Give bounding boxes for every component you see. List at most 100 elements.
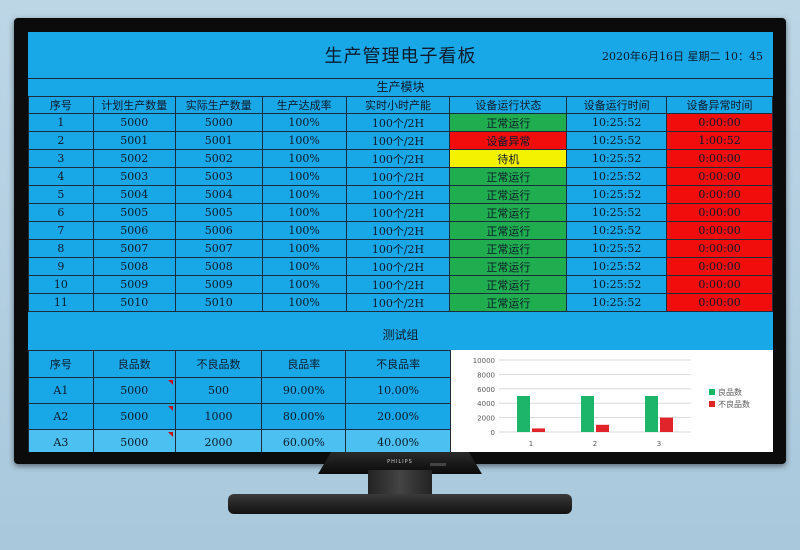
actual-quantity-cell: 5001 bbox=[174, 131, 263, 150]
planned-quantity-cell: 5007 bbox=[92, 239, 176, 258]
test-col-header: 序号 bbox=[28, 350, 94, 378]
legend-label: 良品数 bbox=[718, 387, 742, 397]
achievement-rate-cell: 100% bbox=[261, 185, 347, 204]
row-number-cell: 2 bbox=[28, 131, 94, 150]
hourly-capacity-cell: 100个/2H bbox=[345, 221, 451, 240]
production-col-header: 设备运行状态 bbox=[449, 96, 568, 114]
production-col-header: 实际生产数量 bbox=[174, 96, 263, 114]
legend-swatch bbox=[709, 401, 715, 407]
run-time-cell: 10:25:52 bbox=[566, 113, 668, 132]
production-row: 10 5009 5009 100% 100个/2H 正常运行 10:25:52 0:00:00 bbox=[28, 275, 773, 294]
equipment-status-cell: 正常运行 bbox=[449, 167, 568, 186]
chart-bar bbox=[581, 396, 594, 432]
equipment-status-cell: 正常运行 bbox=[449, 239, 568, 258]
fault-time-cell: 0:00:00 bbox=[666, 203, 773, 222]
equipment-status-cell: 正常运行 bbox=[449, 275, 568, 294]
dashboard-screen: 生产管理电子看板 2020年6月16日 星期二 10：45 生产模块 序号 计划生… bbox=[28, 32, 773, 452]
hourly-capacity-cell: 100个/2H bbox=[345, 293, 451, 312]
actual-quantity-cell: 5006 bbox=[174, 221, 263, 240]
good-count-value: 5000 bbox=[120, 384, 149, 397]
defect-rate-value: 20.00% bbox=[377, 410, 420, 423]
production-row: 1 5000 5000 100% 100个/2H 正常运行 10:25:52 0:00:00 bbox=[28, 113, 773, 132]
hourly-capacity-cell: 100个/2H bbox=[345, 239, 451, 258]
y-tick-label: 2000 bbox=[477, 415, 495, 423]
equipment-status-cell: 正常运行 bbox=[449, 185, 568, 204]
fault-time-cell: 0:00:00 bbox=[666, 113, 773, 132]
fault-time-cell: 0:00:00 bbox=[666, 275, 773, 294]
good-count-value: 5000 bbox=[120, 410, 149, 423]
planned-quantity-cell: 5002 bbox=[92, 149, 176, 168]
hourly-capacity-cell: 100个/2H bbox=[345, 113, 451, 132]
legend-swatch bbox=[709, 389, 715, 395]
comment-indicator-icon bbox=[167, 406, 173, 411]
achievement-rate-cell: 100% bbox=[261, 275, 347, 294]
test-row: A1 5000 500 90.00% 10.00% bbox=[28, 377, 451, 404]
production-header-row: 序号 计划生产数量 实际生产数量 生产达成率 实时小时产能 设备运行状态 设备运行时间 设备异… bbox=[28, 96, 773, 114]
production-row: 6 5005 5005 100% 100个/2H 正常运行 10:25:52 0:00:00 bbox=[28, 203, 773, 222]
production-row: 8 5007 5007 100% 100个/2H 正常运行 10:25:52 0:00:00 bbox=[28, 239, 773, 258]
hourly-capacity-cell: 100个/2H bbox=[345, 149, 451, 168]
row-number-cell: 11 bbox=[28, 293, 94, 312]
planned-quantity-cell: 5001 bbox=[92, 131, 176, 150]
defect-rate-cell: 40.00% bbox=[345, 429, 451, 452]
planned-quantity-cell: 5000 bbox=[92, 113, 176, 132]
equipment-status-cell: 正常运行 bbox=[449, 113, 568, 132]
x-tick-label: 3 bbox=[657, 440, 661, 448]
actual-quantity-cell: 5000 bbox=[174, 113, 263, 132]
hourly-capacity-cell: 100个/2H bbox=[345, 131, 451, 150]
production-row: 5 5004 5004 100% 100个/2H 正常运行 10:25:52 0:00:00 bbox=[28, 185, 773, 204]
actual-quantity-cell: 5009 bbox=[174, 275, 263, 294]
run-time-cell: 10:25:52 bbox=[566, 293, 668, 312]
run-time-cell: 10:25:52 bbox=[566, 185, 668, 204]
defect-count-cell: 1000 bbox=[174, 403, 263, 430]
test-id-value: A2 bbox=[53, 410, 69, 423]
datetime-display: 2020年6月16日 星期二 10：45 bbox=[602, 50, 763, 63]
production-col-header: 实时小时产能 bbox=[345, 96, 451, 114]
production-col-header: 设备运行时间 bbox=[566, 96, 668, 114]
planned-quantity-cell: 5009 bbox=[92, 275, 176, 294]
actual-quantity-cell: 5007 bbox=[174, 239, 263, 258]
production-row: 4 5003 5003 100% 100个/2H 正常运行 10:25:52 0:00:00 bbox=[28, 167, 773, 186]
good-rate-cell: 60.00% bbox=[261, 429, 347, 452]
run-time-cell: 10:25:52 bbox=[566, 149, 668, 168]
monitor-neck bbox=[318, 452, 482, 474]
achievement-rate-cell: 100% bbox=[261, 149, 347, 168]
equipment-status-cell: 正常运行 bbox=[449, 257, 568, 276]
achievement-rate-cell: 100% bbox=[261, 239, 347, 258]
equipment-status-cell: 待机 bbox=[449, 149, 568, 168]
fault-time-cell: 0:00:00 bbox=[666, 167, 773, 186]
achievement-rate-cell: 100% bbox=[261, 131, 347, 150]
test-row: A2 5000 1000 80.00% 20.00% bbox=[28, 403, 451, 430]
fault-time-cell: 0:00:00 bbox=[666, 149, 773, 168]
test-header-row: 序号 良品数 不良品数 良品率 不良品率 bbox=[28, 350, 451, 378]
run-time-cell: 10:25:52 bbox=[566, 275, 668, 294]
good-rate-value: 60.00% bbox=[282, 436, 325, 449]
test-id-cell: A1 bbox=[28, 377, 94, 404]
legend-label: 不良品数 bbox=[718, 399, 750, 409]
actual-quantity-cell: 5003 bbox=[174, 167, 263, 186]
y-tick-label: 6000 bbox=[477, 386, 495, 394]
test-col-header: 良品率 bbox=[261, 350, 347, 378]
planned-quantity-cell: 5003 bbox=[92, 167, 176, 186]
defect-count-value: 1000 bbox=[204, 410, 233, 423]
x-tick-label: 2 bbox=[593, 440, 597, 448]
row-number-cell: 6 bbox=[28, 203, 94, 222]
good-rate-value: 80.00% bbox=[282, 410, 325, 423]
test-section-title: 测试组 bbox=[28, 320, 773, 351]
y-tick-label: 0 bbox=[491, 429, 495, 437]
x-tick-label: 1 bbox=[529, 440, 533, 448]
row-number-cell: 7 bbox=[28, 221, 94, 240]
row-number-cell: 3 bbox=[28, 149, 94, 168]
run-time-cell: 10:25:52 bbox=[566, 257, 668, 276]
good-count-cell: 5000 bbox=[92, 377, 176, 404]
test-id-value: A3 bbox=[53, 436, 69, 449]
equipment-status-cell: 正常运行 bbox=[449, 221, 568, 240]
defect-rate-value: 10.00% bbox=[377, 384, 420, 397]
y-tick-label: 4000 bbox=[477, 400, 495, 408]
chart-bar bbox=[660, 417, 673, 432]
production-row: 9 5008 5008 100% 100个/2H 正常运行 10:25:52 0:00:00 bbox=[28, 257, 773, 276]
production-table: 序号 计划生产数量 实际生产数量 生产达成率 实时小时产能 设备运行状态 设备运行时间 设备异… bbox=[28, 96, 773, 312]
defect-count-value: 2000 bbox=[204, 436, 233, 449]
production-section-title: 生产模块 bbox=[28, 79, 773, 97]
planned-quantity-cell: 5008 bbox=[92, 257, 176, 276]
